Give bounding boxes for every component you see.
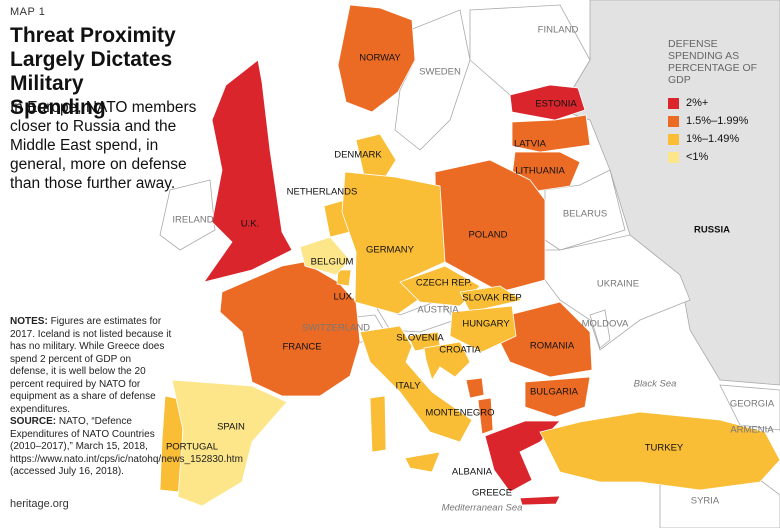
moldova-land [589,309,611,349]
country [337,4,416,113]
country [203,59,293,283]
country [477,397,494,435]
sea-label: Black Sea [634,379,677,390]
legend-label: 1%–1.49% [686,133,740,145]
country-label: DENMARK [334,150,382,161]
country-label: ROMANIA [530,341,575,352]
footer: heritage.org [10,498,69,510]
country-label: RUSSIA [694,225,730,236]
notes-label: NOTES: [10,316,48,327]
country-label: FRANCE [282,342,321,353]
legend-swatch [668,97,679,109]
country-label: TURKEY [645,443,684,454]
legend: DEFENSE SPENDING AS PERCENTAGE OF GDP 2%… [668,38,778,166]
country-label: SLOVENIA [396,333,444,344]
legend-label: <1% [686,151,709,163]
title: Threat Proximity Largely Dictates Milita… [10,24,176,119]
country-label: ESTONIA [535,99,577,110]
country-label: NORWAY [359,53,401,64]
country-label: UKRAINE [597,279,639,290]
legend-label: 1.5%–1.99% [686,115,749,127]
legend-swatch [668,115,679,127]
country-label: SWEDEN [419,67,461,78]
country-label: LITHUANIA [515,166,565,177]
legend-item: <1% [668,148,778,166]
country [499,301,593,378]
sea-label: Mediterranean Sea [442,503,523,514]
legend-swatch [668,133,679,145]
country-label: LUX. [333,292,354,303]
country [171,379,288,507]
country-label: AUSTRIA [417,305,459,316]
subtitle: In Europe, NATO members closer to Russia… [10,99,197,192]
country-label: FINLAND [538,25,579,36]
country-label: ALBANIA [452,467,493,478]
country [355,133,397,177]
country [299,236,351,276]
country-label: CROATIA [439,345,481,356]
country-label: SWITZERLAND [302,323,370,334]
country-label: SPAIN [217,422,245,433]
notes: NOTES: Figures are estimates for 2017. I… [10,316,243,479]
country-label: BELARUS [563,209,607,220]
legend-swatch [668,151,679,163]
legend-item: 2%+ [668,94,778,112]
legend-item: 1.5%–1.99% [668,112,778,130]
country-label: BELGIUM [311,257,354,268]
country [524,376,591,418]
source-text: NATO, “Defence Expenditures of NATO Coun… [10,416,243,477]
country-label: ARMENIA [730,425,774,436]
country [484,420,561,506]
ukraine-land [544,234,691,351]
country-label: SYRIA [691,496,720,507]
country-label: CZECH REP. [416,278,472,289]
country-label: GERMANY [366,245,415,256]
country-label: NETHERLANDS [287,187,358,198]
country [511,114,591,153]
country-label: SLOVAK REP [462,293,522,304]
country-label: GEORGIA [730,399,775,410]
notes-text: Figures are estimates for 2017. Iceland … [10,316,172,415]
source-label: SOURCE: [10,416,57,427]
country-label: IRELAND [172,215,213,226]
country-label: BULGARIA [530,387,579,398]
country [359,325,473,473]
caucasus-land [719,384,780,431]
country-label: LATVIA [514,139,547,150]
country-label: MOLDOVA [582,319,629,330]
country-label: POLAND [468,230,507,241]
country [459,285,524,313]
country-label: HUNGARY [462,319,510,330]
country-label: U.K. [241,219,259,230]
country-label: ITALY [396,381,422,392]
ireland-land [159,179,216,251]
country [539,411,780,491]
country [423,341,471,381]
legend-title: DEFENSE SPENDING AS PERCENTAGE OF GDP [668,38,758,86]
country [509,84,586,121]
country-label: GREECE [472,488,512,499]
legend-item: 1%–1.49% [668,130,778,148]
legend-label: 2%+ [686,97,709,109]
country-label: MONTENEGRO [425,408,494,419]
country [465,377,485,399]
country [449,305,517,353]
country [336,269,352,287]
kicker: MAP 1 [10,6,46,18]
country-label: PORTUGAL [166,442,218,453]
